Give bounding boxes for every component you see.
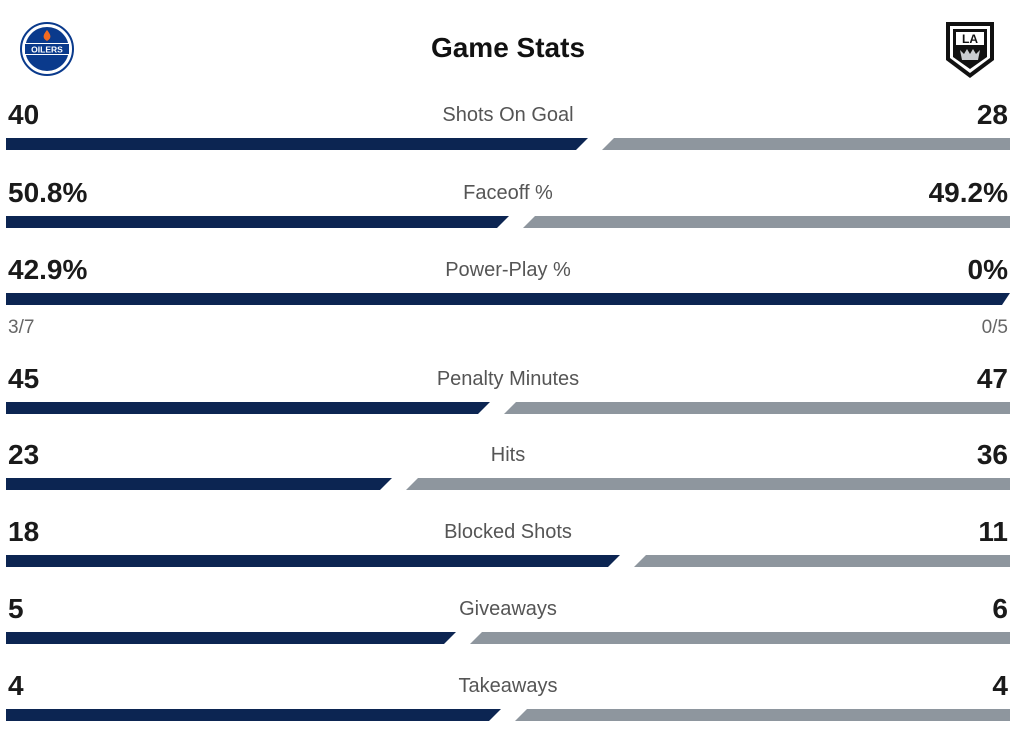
away-stat-bar (470, 632, 1010, 644)
home-stat-bar (6, 293, 1010, 305)
away-stat-value: 0% (967, 254, 1008, 285)
kings-logo-text: LA (962, 32, 978, 46)
stat-row: 50.8% Faceoff % 49.2% (0, 176, 1024, 236)
away-stat-value: 28 (976, 99, 1008, 130)
home-stat-value: 23 (8, 439, 40, 470)
home-stat-value: 40 (8, 99, 40, 130)
stat-label: Penalty Minutes (436, 368, 580, 390)
stat-label: Giveaways (459, 598, 557, 620)
away-stat-bar (406, 478, 1010, 490)
away-stat-value: 6 (992, 593, 1008, 624)
stat-label: Hits (490, 444, 526, 466)
home-stat-bar (6, 709, 501, 721)
page-title: Game Stats (430, 32, 586, 63)
away-stat-value: 49.2% (928, 177, 1008, 208)
stat-row: 5 Giveaways 6 (0, 592, 1024, 652)
away-stat-value: 47 (976, 363, 1008, 394)
kings-logo-icon: LA (946, 22, 994, 78)
home-stat-value: 50.8% (8, 177, 88, 208)
away-stat-value: 4 (992, 670, 1008, 701)
away-stat-bar (634, 555, 1010, 567)
away-stat-bar (602, 138, 1010, 150)
stat-label: Power-Play % (445, 259, 571, 281)
stat-row: 4 Takeaways 4 (0, 669, 1024, 729)
home-stat-bar (6, 216, 509, 228)
stat-label: Blocked Shots (444, 521, 572, 543)
away-stat-value: 36 (976, 439, 1008, 470)
home-stat-value: 42.9% (8, 254, 88, 285)
stat-row: 42.9% Power-Play % 0% 3/7 0/5 (0, 253, 1024, 349)
home-stat-detail: 3/7 (8, 317, 35, 338)
away-stat-bar (515, 709, 1010, 721)
stat-row: 40 Shots On Goal 28 (0, 98, 1024, 158)
stat-row: 23 Hits 36 (0, 438, 1024, 498)
oilers-logo-icon: OILERS (20, 22, 74, 76)
home-stat-value: 18 (8, 516, 40, 547)
home-stat-bar (6, 632, 456, 644)
away-stat-bar (504, 402, 1010, 414)
oilers-logo-text: OILERS (31, 45, 63, 55)
away-stat-value: 11 (978, 516, 1008, 547)
home-stat-bar (6, 402, 490, 414)
home-stat-value: 4 (8, 670, 24, 701)
away-stat-bar (523, 216, 1010, 228)
stat-row: 45 Penalty Minutes 47 (0, 362, 1024, 422)
stat-label: Faceoff % (463, 182, 553, 204)
home-stat-value: 5 (8, 593, 24, 624)
home-stat-value: 45 (8, 363, 40, 394)
stat-label: Takeaways (458, 675, 558, 697)
stat-label: Shots On Goal (442, 104, 574, 126)
away-stat-detail: 0/5 (981, 317, 1008, 338)
home-stat-bar (6, 138, 588, 150)
home-stat-bar (6, 555, 620, 567)
home-stat-bar (6, 478, 392, 490)
game-stats-header: OILERS Game Stats LA (0, 0, 1024, 100)
stat-row: 18 Blocked Shots 11 (0, 515, 1024, 575)
